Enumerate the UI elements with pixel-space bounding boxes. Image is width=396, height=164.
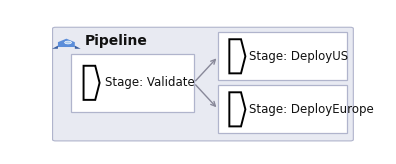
Polygon shape	[75, 46, 81, 49]
Text: Stage: Validate: Stage: Validate	[105, 76, 194, 89]
Polygon shape	[58, 39, 75, 47]
FancyBboxPatch shape	[53, 27, 353, 141]
Text: Stage: DeployUS: Stage: DeployUS	[249, 50, 348, 63]
FancyBboxPatch shape	[218, 85, 347, 133]
FancyBboxPatch shape	[218, 32, 347, 80]
Text: Pipeline: Pipeline	[85, 34, 148, 48]
Polygon shape	[52, 46, 58, 49]
FancyBboxPatch shape	[71, 54, 194, 112]
Circle shape	[65, 41, 71, 44]
Text: Stage: DeployEurope: Stage: DeployEurope	[249, 103, 374, 116]
